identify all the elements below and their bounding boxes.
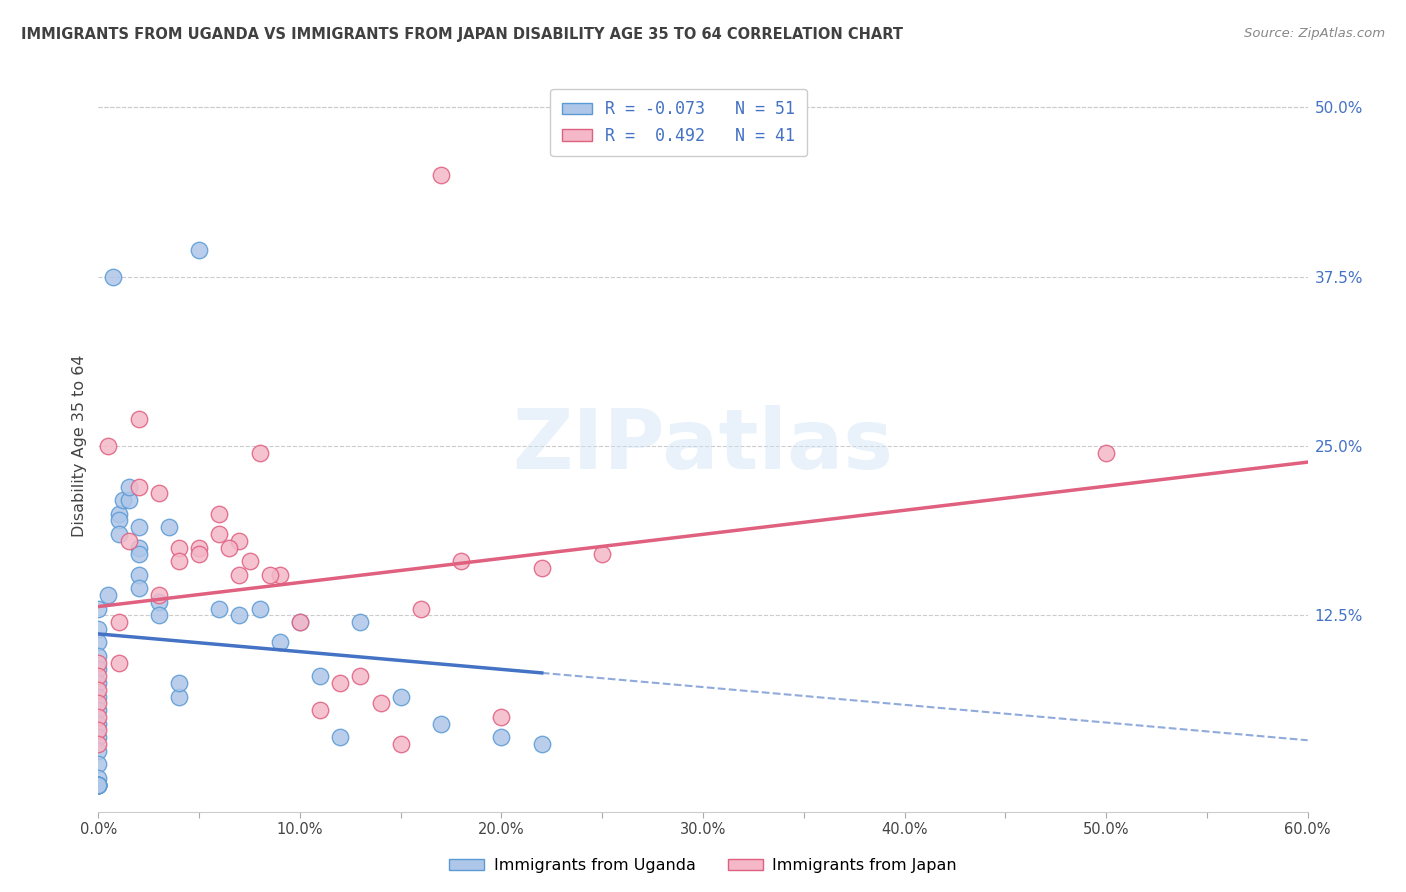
Y-axis label: Disability Age 35 to 64: Disability Age 35 to 64 bbox=[72, 355, 87, 537]
Point bbox=[128, 412, 150, 426]
Point bbox=[157, 520, 180, 534]
Point bbox=[107, 615, 129, 629]
Point bbox=[87, 778, 110, 792]
Point bbox=[430, 168, 453, 182]
Point bbox=[87, 737, 110, 751]
Point bbox=[239, 554, 262, 568]
Point bbox=[87, 697, 110, 711]
Point bbox=[107, 514, 129, 528]
Point bbox=[97, 588, 120, 602]
Point bbox=[167, 554, 190, 568]
Point bbox=[148, 608, 170, 623]
Point bbox=[167, 676, 190, 690]
Point bbox=[87, 682, 110, 697]
Point bbox=[430, 716, 453, 731]
Point bbox=[309, 703, 332, 717]
Point bbox=[349, 615, 371, 629]
Point bbox=[288, 615, 311, 629]
Point bbox=[167, 541, 190, 555]
Point bbox=[87, 771, 110, 785]
Point bbox=[329, 730, 352, 744]
Point bbox=[118, 480, 141, 494]
Point bbox=[208, 601, 231, 615]
Point bbox=[491, 710, 513, 724]
Point bbox=[87, 778, 110, 792]
Point bbox=[259, 567, 281, 582]
Point bbox=[87, 778, 110, 792]
Point bbox=[167, 690, 190, 704]
Point bbox=[87, 669, 110, 683]
Point bbox=[107, 507, 129, 521]
Point bbox=[87, 648, 110, 663]
Point bbox=[450, 554, 472, 568]
Point bbox=[1095, 446, 1118, 460]
Point bbox=[87, 744, 110, 758]
Point bbox=[87, 778, 110, 792]
Point bbox=[409, 601, 432, 615]
Point bbox=[87, 690, 110, 704]
Point bbox=[228, 608, 250, 623]
Point bbox=[87, 710, 110, 724]
Point bbox=[309, 669, 332, 683]
Point bbox=[87, 778, 110, 792]
Point bbox=[128, 520, 150, 534]
Point bbox=[591, 547, 613, 561]
Point bbox=[128, 581, 150, 595]
Point bbox=[87, 757, 110, 772]
Legend: Immigrants from Uganda, Immigrants from Japan: Immigrants from Uganda, Immigrants from … bbox=[443, 852, 963, 880]
Point bbox=[128, 567, 150, 582]
Point bbox=[148, 588, 170, 602]
Point bbox=[349, 669, 371, 683]
Point bbox=[118, 533, 141, 548]
Text: Source: ZipAtlas.com: Source: ZipAtlas.com bbox=[1244, 27, 1385, 40]
Point bbox=[389, 737, 412, 751]
Point bbox=[87, 676, 110, 690]
Point bbox=[389, 690, 412, 704]
Point bbox=[87, 778, 110, 792]
Point bbox=[530, 561, 553, 575]
Point bbox=[148, 486, 170, 500]
Point bbox=[87, 663, 110, 677]
Text: ZIPatlas: ZIPatlas bbox=[513, 406, 893, 486]
Point bbox=[111, 493, 134, 508]
Point bbox=[107, 527, 129, 541]
Point bbox=[188, 547, 211, 561]
Point bbox=[228, 567, 250, 582]
Point bbox=[107, 656, 129, 670]
Point bbox=[87, 730, 110, 744]
Text: IMMIGRANTS FROM UGANDA VS IMMIGRANTS FROM JAPAN DISABILITY AGE 35 TO 64 CORRELAT: IMMIGRANTS FROM UGANDA VS IMMIGRANTS FRO… bbox=[21, 27, 903, 42]
Point bbox=[329, 676, 352, 690]
Point bbox=[128, 480, 150, 494]
Point bbox=[269, 635, 291, 649]
Point bbox=[87, 601, 110, 615]
Point bbox=[218, 541, 240, 555]
Point bbox=[249, 601, 271, 615]
Point bbox=[97, 439, 120, 453]
Point bbox=[87, 703, 110, 717]
Point bbox=[87, 622, 110, 636]
Point bbox=[128, 547, 150, 561]
Point bbox=[118, 493, 141, 508]
Point bbox=[148, 595, 170, 609]
Point bbox=[87, 635, 110, 649]
Point bbox=[87, 723, 110, 738]
Point bbox=[370, 697, 392, 711]
Point bbox=[249, 446, 271, 460]
Point bbox=[128, 541, 150, 555]
Point bbox=[188, 243, 211, 257]
Point bbox=[269, 567, 291, 582]
Point bbox=[208, 527, 231, 541]
Point bbox=[530, 737, 553, 751]
Legend: R = -0.073   N = 51, R =  0.492   N = 41: R = -0.073 N = 51, R = 0.492 N = 41 bbox=[551, 88, 807, 156]
Point bbox=[87, 656, 110, 670]
Point bbox=[208, 507, 231, 521]
Point bbox=[87, 778, 110, 792]
Point bbox=[288, 615, 311, 629]
Point bbox=[87, 716, 110, 731]
Point bbox=[101, 269, 124, 284]
Point bbox=[491, 730, 513, 744]
Point bbox=[228, 533, 250, 548]
Point bbox=[188, 541, 211, 555]
